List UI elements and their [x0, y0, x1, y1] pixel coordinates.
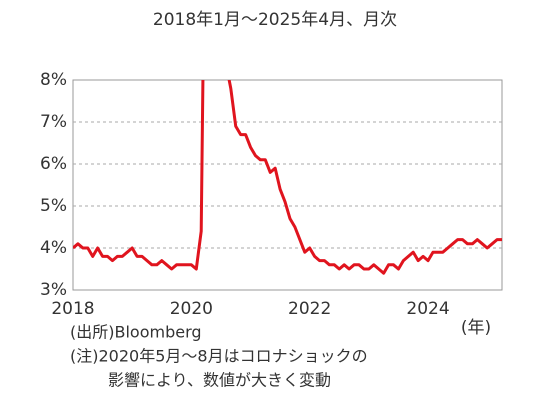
x-tick-label: 2020 — [170, 299, 213, 319]
x-tick-label: 2024 — [406, 299, 449, 319]
y-tick-label: 6% — [40, 154, 67, 174]
source-note: (出所)Bloomberg — [70, 323, 202, 342]
chart-title: 2018年1月～2025年4月、月次 — [153, 10, 397, 30]
y-tick-label: 7% — [40, 112, 67, 132]
x-tick-label: 2018 — [51, 299, 94, 319]
y-tick-label: 8% — [40, 70, 67, 90]
y-tick-label: 4% — [40, 238, 67, 258]
footnote: (注)2020年5月～8月はコロナショックの — [70, 347, 368, 366]
data-line — [73, 80, 502, 275]
plot-area — [73, 80, 502, 275]
y-tick-label: 3% — [40, 280, 67, 300]
footnote: 影響により、数値が大きく変動 — [108, 371, 331, 390]
y-tick-label: 5% — [40, 196, 67, 216]
x-unit-label: (年) — [461, 318, 491, 338]
x-tick-label: 2022 — [288, 299, 331, 319]
plot-frame — [72, 79, 503, 291]
